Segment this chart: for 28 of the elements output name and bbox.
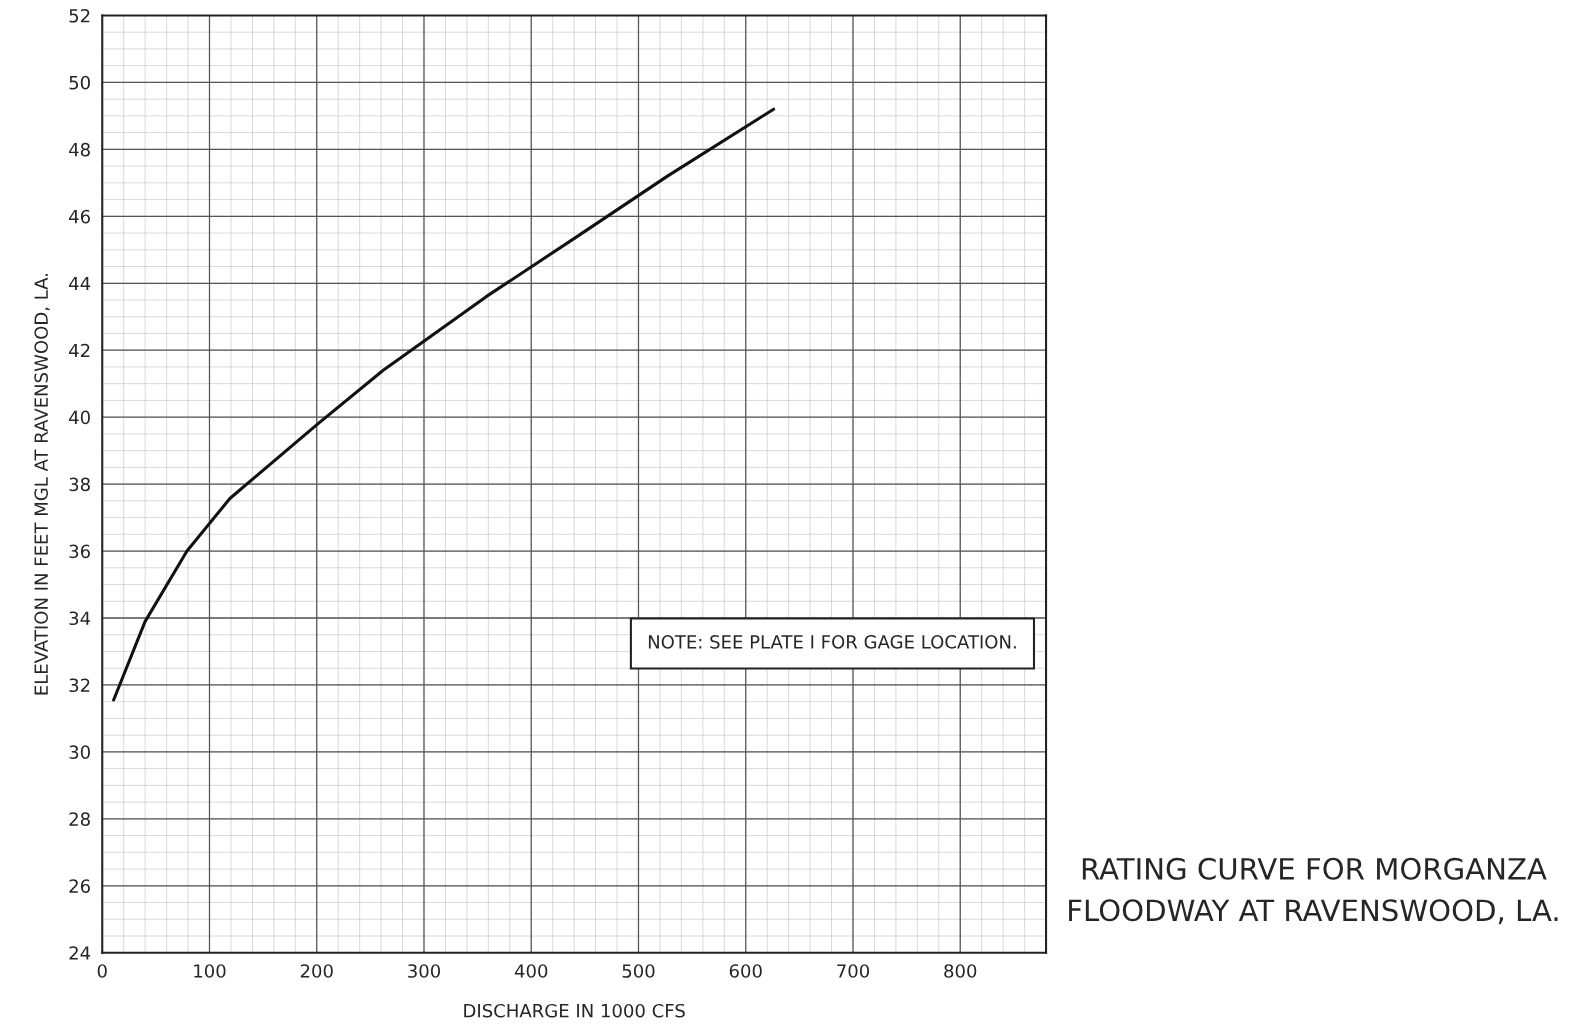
y-tick-label: 48 — [69, 142, 90, 157]
y-axis-title: ELEVATION IN FEET MGL AT RAVENSWOOD, LA. — [34, 273, 50, 695]
x-tick-label: 700 — [837, 964, 870, 978]
y-tick-label: 24 — [69, 946, 91, 960]
annotation: NOTE: SEE PLATE I FOR GAGE LOCATION. — [648, 635, 1016, 649]
y-tick-label: 34 — [69, 611, 91, 626]
y-tick-label: 42 — [69, 343, 90, 358]
y-tick-label: 28 — [69, 812, 90, 826]
x-tick-label: 400 — [514, 964, 548, 978]
x-tick-label: 300 — [408, 964, 441, 978]
x-tick-label: 800 — [944, 964, 977, 978]
y-tick-label: 44 — [69, 276, 91, 291]
text: RATING CURVE FOR MORGANZA FLOODWAY AT RAVENSWOOD, LA. — [1069, 857, 1558, 925]
x-axis-title: DISCHARGE IN 1000 CFS — [464, 1003, 685, 1018]
y-tick-label: 32 — [69, 678, 90, 693]
x-tick-label: 600 — [729, 964, 762, 978]
y-tick-label: 46 — [69, 209, 90, 224]
x-tick-label: 200 — [300, 964, 333, 978]
y-tick-label: 30 — [69, 745, 90, 760]
y-tick-label: 38 — [69, 477, 90, 492]
x-tick-label: 500 — [622, 964, 655, 978]
y-tick-label: 40 — [69, 410, 90, 425]
y-tick-label: 52 — [69, 8, 90, 23]
y-tick-label: 50 — [69, 75, 90, 90]
x-tick-label: 100 — [194, 964, 226, 978]
y-tick-label: 36 — [69, 544, 90, 559]
x-tick-label: 0 — [97, 964, 107, 978]
y-tick-label: 26 — [69, 879, 90, 893]
